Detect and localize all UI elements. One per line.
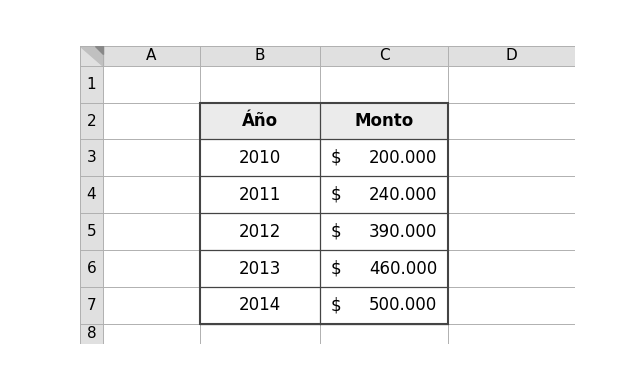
Text: 2011: 2011 bbox=[239, 186, 281, 204]
Text: 6: 6 bbox=[87, 261, 96, 276]
Bar bbox=[200, 103, 448, 323]
Text: 2012: 2012 bbox=[239, 223, 281, 241]
Text: $: $ bbox=[331, 260, 342, 278]
Text: 200.000: 200.000 bbox=[369, 149, 437, 167]
Text: 390.000: 390.000 bbox=[369, 223, 437, 241]
Text: 240.000: 240.000 bbox=[369, 186, 437, 204]
Text: $: $ bbox=[331, 186, 342, 204]
Bar bbox=[200, 103, 448, 139]
Polygon shape bbox=[95, 46, 103, 54]
Polygon shape bbox=[80, 46, 103, 66]
Text: 8: 8 bbox=[87, 326, 96, 341]
Text: $: $ bbox=[331, 296, 342, 315]
Text: 1: 1 bbox=[87, 76, 96, 91]
Bar bbox=[80, 46, 103, 344]
Text: $: $ bbox=[331, 223, 342, 241]
Text: 500.000: 500.000 bbox=[369, 296, 437, 315]
Text: 7: 7 bbox=[87, 298, 96, 313]
Text: Áño: Áño bbox=[242, 112, 278, 130]
Text: 3: 3 bbox=[87, 151, 96, 166]
Text: D: D bbox=[505, 49, 518, 63]
Text: 2013: 2013 bbox=[239, 260, 281, 278]
Text: B: B bbox=[255, 49, 265, 63]
Text: 2: 2 bbox=[87, 113, 96, 129]
Text: 5: 5 bbox=[87, 224, 96, 239]
Text: 2014: 2014 bbox=[239, 296, 281, 315]
Text: 460.000: 460.000 bbox=[369, 260, 437, 278]
Text: 2010: 2010 bbox=[239, 149, 281, 167]
Text: Monto: Monto bbox=[355, 112, 413, 130]
Text: $: $ bbox=[331, 149, 342, 167]
Text: C: C bbox=[379, 49, 389, 63]
Bar bbox=[200, 103, 448, 323]
Text: A: A bbox=[146, 49, 157, 63]
Bar bbox=[80, 46, 575, 66]
Text: 4: 4 bbox=[87, 188, 96, 202]
